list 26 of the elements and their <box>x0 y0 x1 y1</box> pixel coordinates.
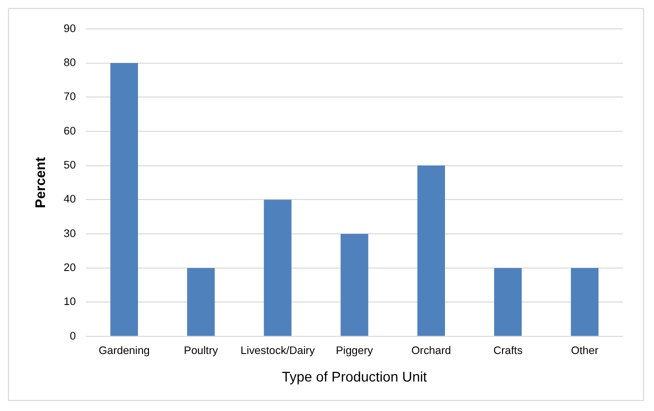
y-axis-title: Percent <box>32 156 48 208</box>
bar <box>494 268 522 336</box>
y-tick-label: 80 <box>64 57 76 70</box>
y-tick-label: 40 <box>64 194 76 206</box>
y-tick-label: 70 <box>64 91 76 104</box>
x-tick-label: Other <box>570 344 599 357</box>
x-tick-label: Piggery <box>336 344 374 357</box>
x-tick-label: Poultry <box>184 344 218 357</box>
y-tick-label: 20 <box>64 262 76 274</box>
y-tick-label: 10 <box>64 296 76 308</box>
y-tick-label: 60 <box>64 125 76 138</box>
bar <box>110 63 138 336</box>
x-axis-title: Type of Production Unit <box>282 368 428 385</box>
bar <box>187 268 215 336</box>
x-tick-label: Crafts <box>493 344 524 357</box>
bar <box>570 268 598 336</box>
bar <box>340 234 368 336</box>
x-tick-label: Livestock/Dairy <box>240 344 316 357</box>
bar <box>417 166 445 336</box>
x-tick-label: Orchard <box>411 344 451 357</box>
y-tick-label: 90 <box>64 22 76 35</box>
bar <box>264 200 292 336</box>
y-tick-label: 30 <box>64 228 76 240</box>
y-tick-label: 0 <box>70 330 76 342</box>
x-tick-label: Gardening <box>98 344 150 357</box>
y-tick-label: 50 <box>64 160 76 172</box>
